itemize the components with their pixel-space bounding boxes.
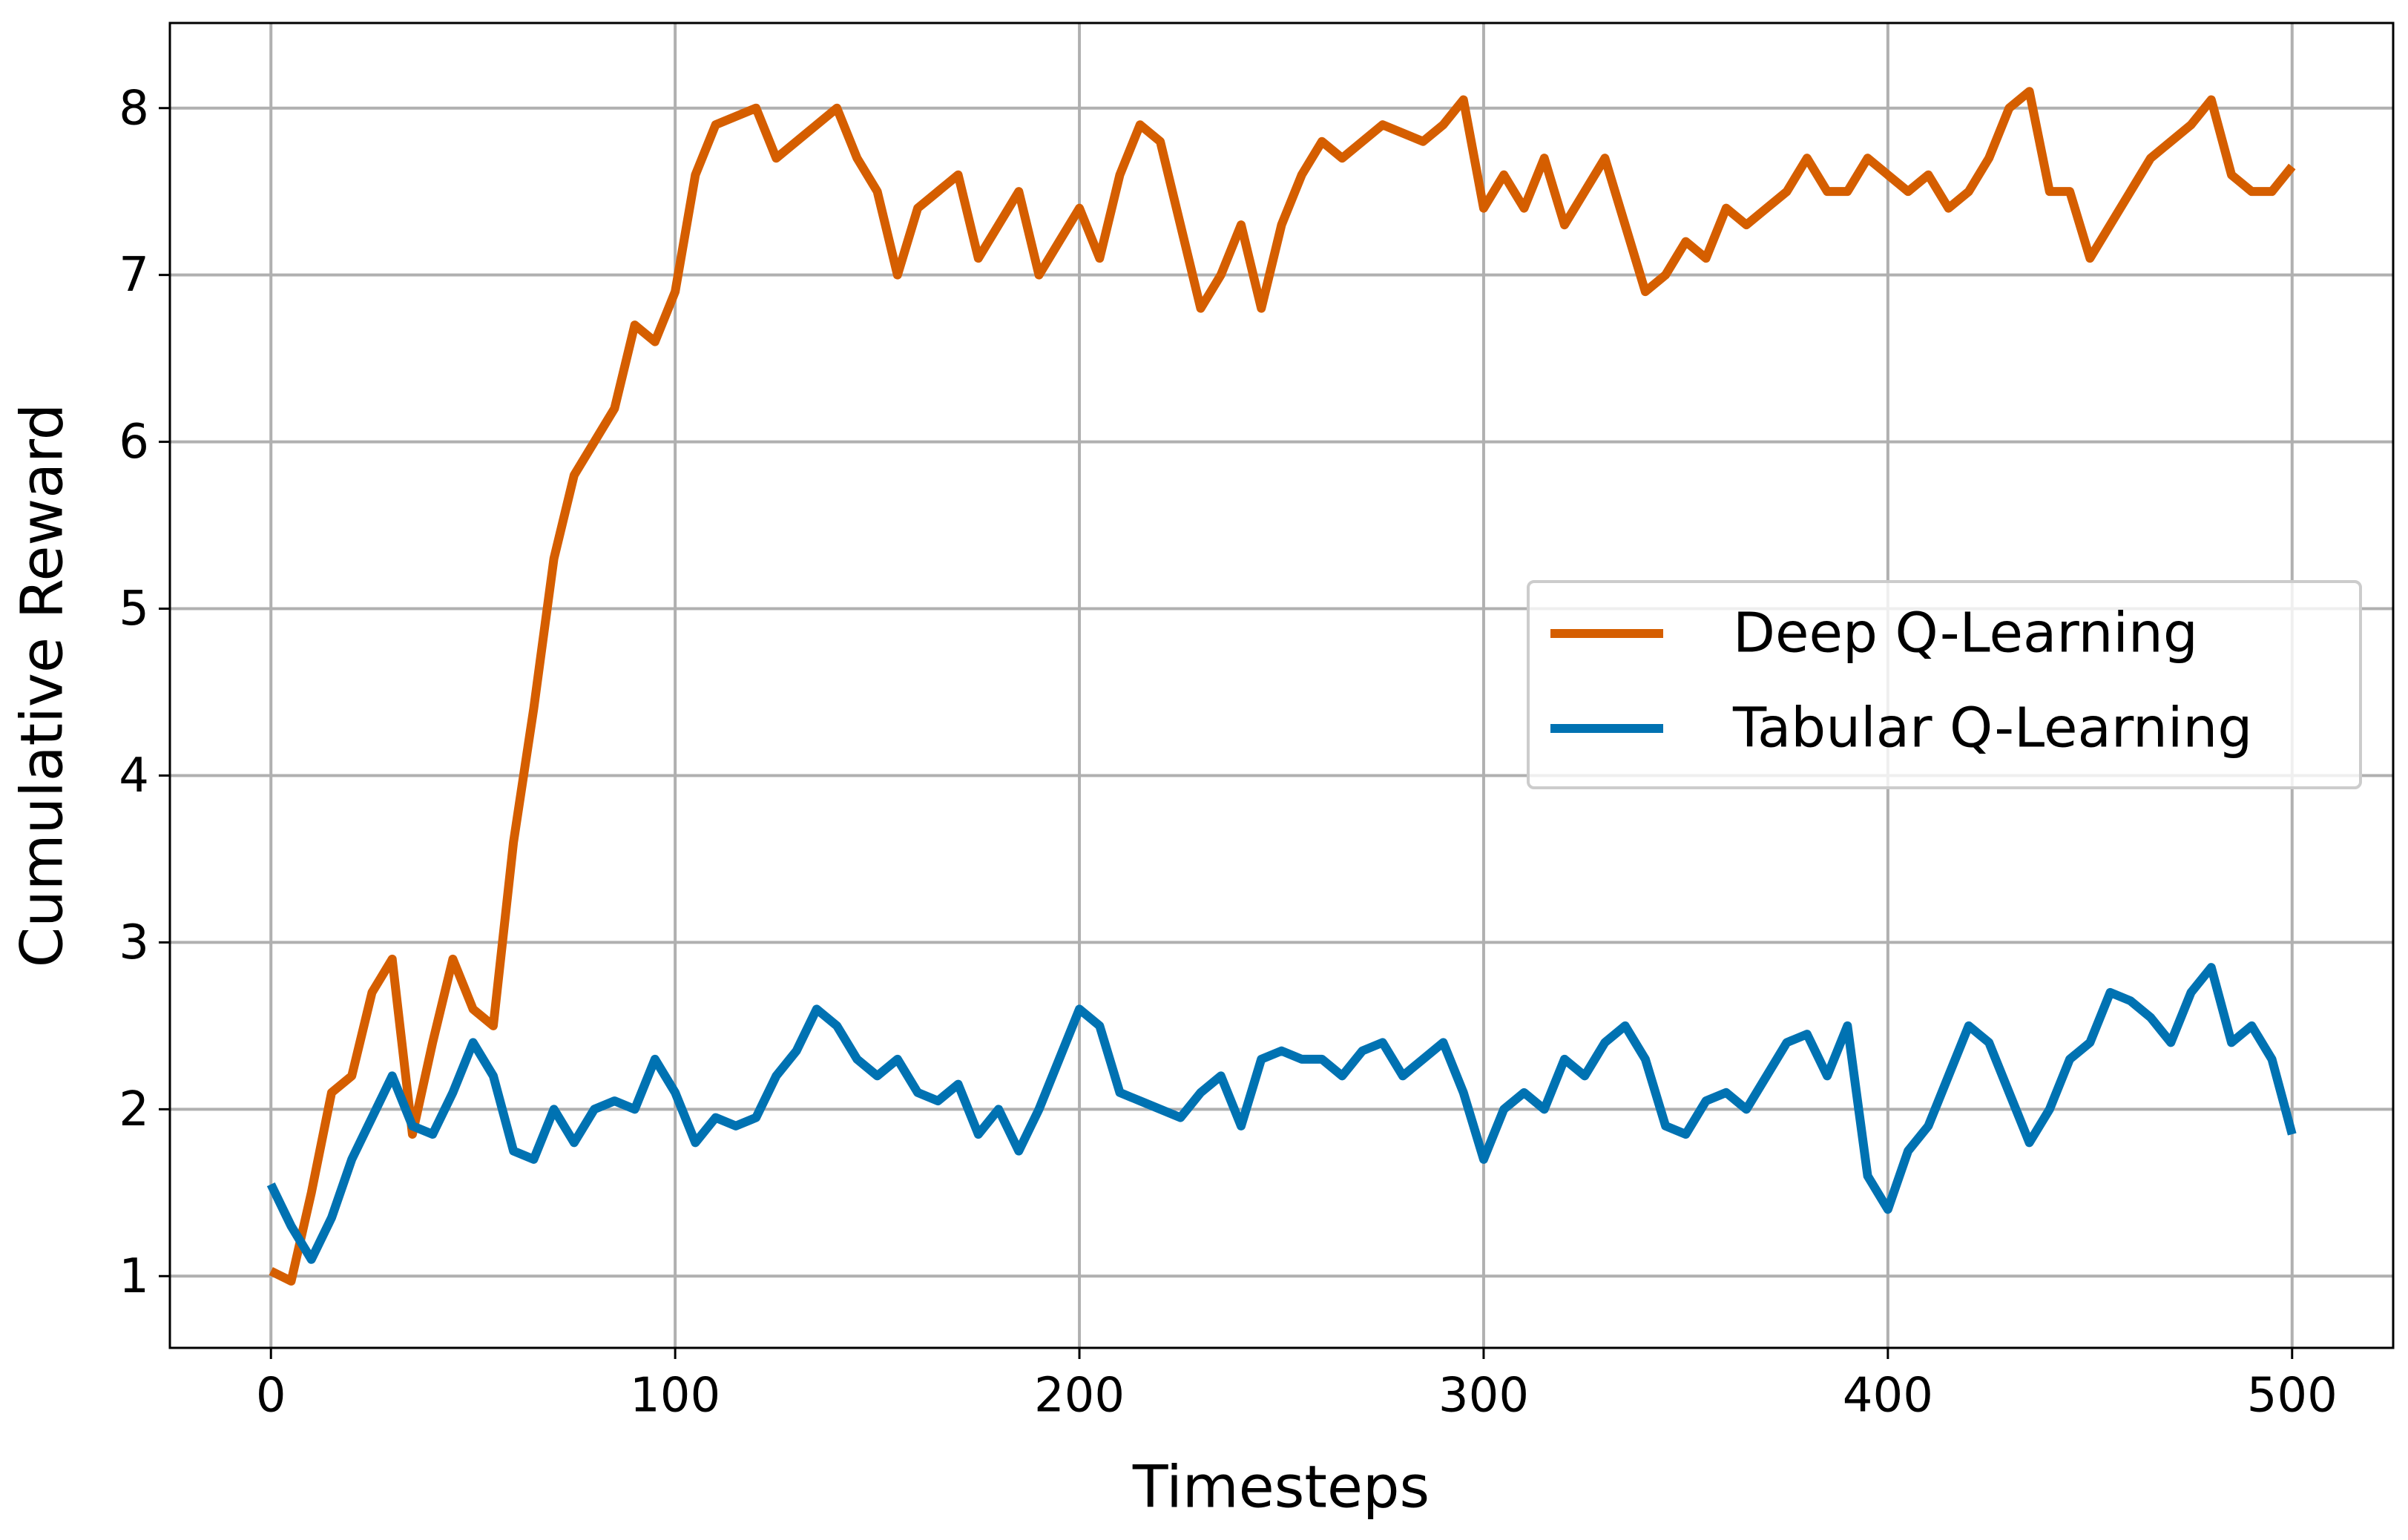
legend-label: Tabular Q-Learning	[1732, 697, 2252, 760]
legend-box	[1527, 580, 2362, 789]
legend: Deep Q-Learning Tabular Q-Learning	[1527, 580, 2362, 789]
y-tick-label: 7	[119, 248, 149, 303]
x-tick-label: 300	[1438, 1369, 1529, 1424]
y-tick-label: 3	[119, 915, 149, 970]
x-tick-label: 500	[2247, 1369, 2338, 1424]
x-tick-label: 400	[1843, 1369, 1933, 1424]
y-tick-label: 1	[119, 1249, 149, 1304]
data-line	[269, 87, 2296, 1286]
legend-label: Deep Q-Learning	[1733, 602, 2198, 665]
y-tick-label: 8	[119, 81, 149, 136]
x-tick-label: 0	[256, 1369, 286, 1424]
x-tick-label: 200	[1034, 1369, 1125, 1424]
y-tick-label: 5	[119, 582, 149, 636]
y-axis-label: Cumulative Reward	[9, 404, 76, 967]
data-line	[266, 963, 2297, 1264]
y-tick-label: 4	[119, 748, 149, 803]
y-tick-label: 6	[119, 415, 149, 470]
x-axis-label: Timesteps	[1132, 1454, 1430, 1521]
plot-frame	[168, 22, 2395, 1349]
y-tick-label: 2	[119, 1082, 149, 1137]
x-tick-label: 100	[630, 1369, 720, 1424]
